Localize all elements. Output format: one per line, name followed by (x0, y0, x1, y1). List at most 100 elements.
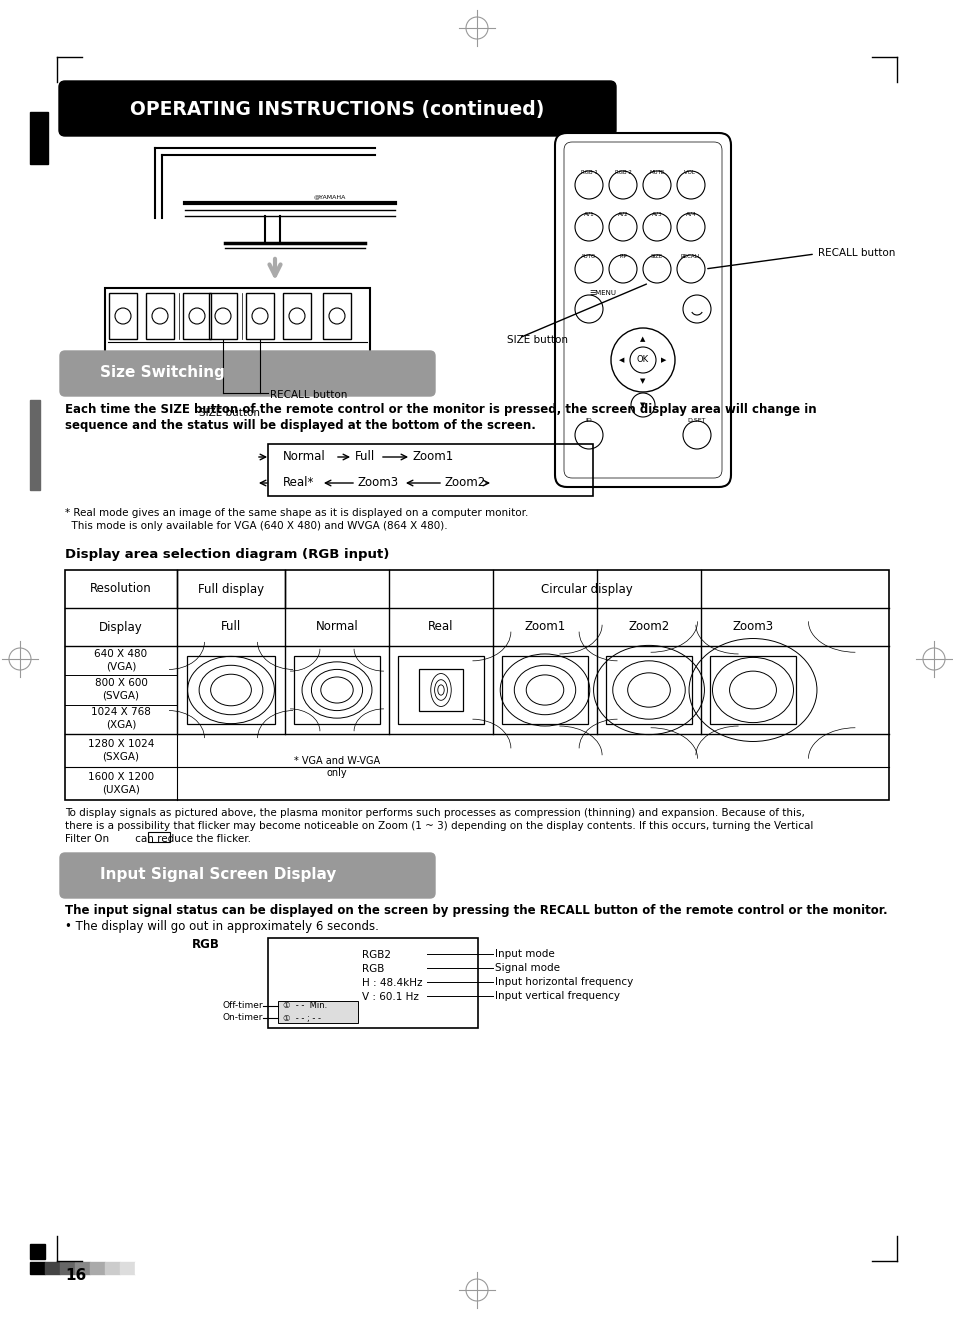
Text: • The display will go out in approximately 6 seconds.: • The display will go out in approximate… (65, 920, 378, 933)
Text: Display: Display (99, 621, 143, 634)
Text: RGB 1: RGB 1 (580, 170, 597, 175)
Text: 1024 X 768
(XGA): 1024 X 768 (XGA) (91, 708, 151, 730)
Bar (90, 1263, 105, 1275)
Text: ①  - - ; - -: ① - - ; - - (283, 1014, 320, 1023)
Text: Zoom1: Zoom1 (524, 621, 565, 634)
Text: Normal: Normal (283, 451, 325, 464)
Text: AV3: AV3 (651, 212, 661, 217)
Text: This mode is only available for VGA (640 X 480) and WVGA (864 X 480).: This mode is only available for VGA (640… (65, 521, 447, 531)
FancyBboxPatch shape (60, 351, 435, 395)
Text: OK: OK (637, 356, 648, 365)
Bar (135, 1263, 150, 1275)
Text: @YAMAHA: @YAMAHA (314, 194, 346, 199)
Text: AV1: AV1 (583, 212, 594, 217)
Text: RECALL button: RECALL button (270, 390, 347, 399)
Bar (277, 1000, 357, 1023)
Text: Real*: Real* (283, 477, 314, 489)
Bar (268, 938, 477, 1028)
Text: 16: 16 (65, 1268, 86, 1282)
Text: Circular display: Circular display (540, 583, 632, 596)
Bar (75, 1263, 90, 1275)
Bar (283, 293, 311, 339)
Text: Display area selection diagram (RGB input): Display area selection diagram (RGB inpu… (65, 548, 389, 561)
FancyBboxPatch shape (555, 133, 730, 486)
Bar (502, 655, 587, 725)
Text: Full: Full (221, 621, 241, 634)
Text: SIZE: SIZE (650, 254, 662, 260)
Text: there is a possibility that flicker may become noticeable on Zoom (1 ~ 3) depend: there is a possibility that flicker may … (65, 821, 813, 832)
Text: Zoom1: Zoom1 (413, 451, 454, 464)
Text: RGB2: RGB2 (362, 950, 391, 960)
Text: To display signals as pictured above, the plasma monitor performs such processes: To display signals as pictured above, th… (65, 808, 804, 818)
Text: D.SET: D.SET (687, 418, 705, 423)
Text: Off-timer: Off-timer (222, 1002, 263, 1011)
Bar (268, 444, 593, 496)
Text: ▼: ▼ (639, 402, 645, 409)
Bar (60, 1263, 75, 1275)
Bar (323, 293, 351, 339)
Bar (30, 112, 48, 163)
Text: Signal mode: Signal mode (495, 963, 559, 973)
Text: * VGA and W-VGA
only: * VGA and W-VGA only (294, 755, 379, 778)
Text: Normal: Normal (315, 621, 358, 634)
Text: SIZE button: SIZE button (506, 335, 567, 345)
Text: ◀: ◀ (618, 357, 624, 362)
Text: Zoom2: Zoom2 (628, 621, 669, 634)
FancyBboxPatch shape (60, 853, 435, 898)
Text: AUTO: AUTO (580, 254, 596, 260)
Text: RECALL button: RECALL button (817, 248, 895, 258)
Text: RECALL: RECALL (680, 254, 700, 260)
Bar (120, 1263, 135, 1275)
Bar (30, 1263, 45, 1275)
Text: Zoom3: Zoom3 (732, 621, 773, 634)
Bar (65, 569, 888, 800)
Bar (105, 289, 370, 360)
Text: Zoom2: Zoom2 (444, 477, 486, 489)
Text: Input horizontal frequency: Input horizontal frequency (495, 977, 633, 987)
Text: VOL -: VOL - (683, 170, 698, 175)
FancyBboxPatch shape (59, 80, 616, 136)
Bar (30, 1244, 45, 1259)
Text: Real: Real (428, 621, 454, 634)
Text: RGB: RGB (362, 963, 384, 974)
Text: Input Signal Screen Display: Input Signal Screen Display (100, 867, 336, 883)
Text: ▶: ▶ (660, 357, 666, 362)
Bar (109, 293, 137, 339)
Text: * Real mode gives an image of the same shape as it is displayed on a computer mo: * Real mode gives an image of the same s… (65, 507, 528, 518)
Text: OPERATING INSTRUCTIONS (continued): OPERATING INSTRUCTIONS (continued) (130, 99, 543, 119)
Text: ▲: ▲ (639, 336, 645, 341)
Bar (105, 1263, 120, 1275)
Text: ☰MENU: ☰MENU (588, 290, 616, 297)
Text: RGB 2: RGB 2 (614, 170, 631, 175)
Text: Input mode: Input mode (495, 949, 554, 960)
Text: Input vertical frequency: Input vertical frequency (495, 991, 619, 1000)
Text: Full: Full (355, 451, 375, 464)
Text: MUTE: MUTE (649, 170, 664, 175)
Bar (294, 655, 379, 725)
Text: H : 48.4kHz: H : 48.4kHz (362, 978, 422, 988)
Bar (418, 668, 463, 712)
Bar (45, 1263, 60, 1275)
Text: AV2: AV2 (617, 212, 628, 217)
Text: RGB: RGB (192, 938, 219, 952)
Text: The input signal status can be displayed on the screen by pressing the RECALL bu: The input signal status can be displayed… (65, 904, 886, 917)
Bar (146, 293, 173, 339)
Text: sequence and the status will be displayed at the bottom of the screen.: sequence and the status will be displaye… (65, 419, 536, 432)
Bar (606, 655, 691, 725)
Bar (398, 655, 483, 725)
Text: 640 X 480
(VGA): 640 X 480 (VGA) (94, 648, 148, 671)
Text: SIZE button: SIZE button (199, 409, 260, 418)
Bar (187, 655, 275, 725)
Text: V : 60.1 Hz: V : 60.1 Hz (362, 992, 419, 1002)
Text: Size Switching: Size Switching (100, 365, 225, 381)
Text: ①  - -  Min.: ① - - Min. (283, 1002, 327, 1011)
Text: Full display: Full display (197, 583, 264, 596)
Text: Each time the SIZE button of the remote control or the monitor is pressed, the s: Each time the SIZE button of the remote … (65, 403, 816, 416)
Text: 1600 X 1200
(UXGA): 1600 X 1200 (UXGA) (88, 772, 153, 795)
Bar (183, 293, 211, 339)
Bar (148, 832, 170, 842)
Text: 1280 X 1024
(SXGA): 1280 X 1024 (SXGA) (88, 739, 154, 762)
Text: Zoom3: Zoom3 (357, 477, 398, 489)
Bar (209, 293, 236, 339)
Text: ID: ID (585, 418, 592, 423)
